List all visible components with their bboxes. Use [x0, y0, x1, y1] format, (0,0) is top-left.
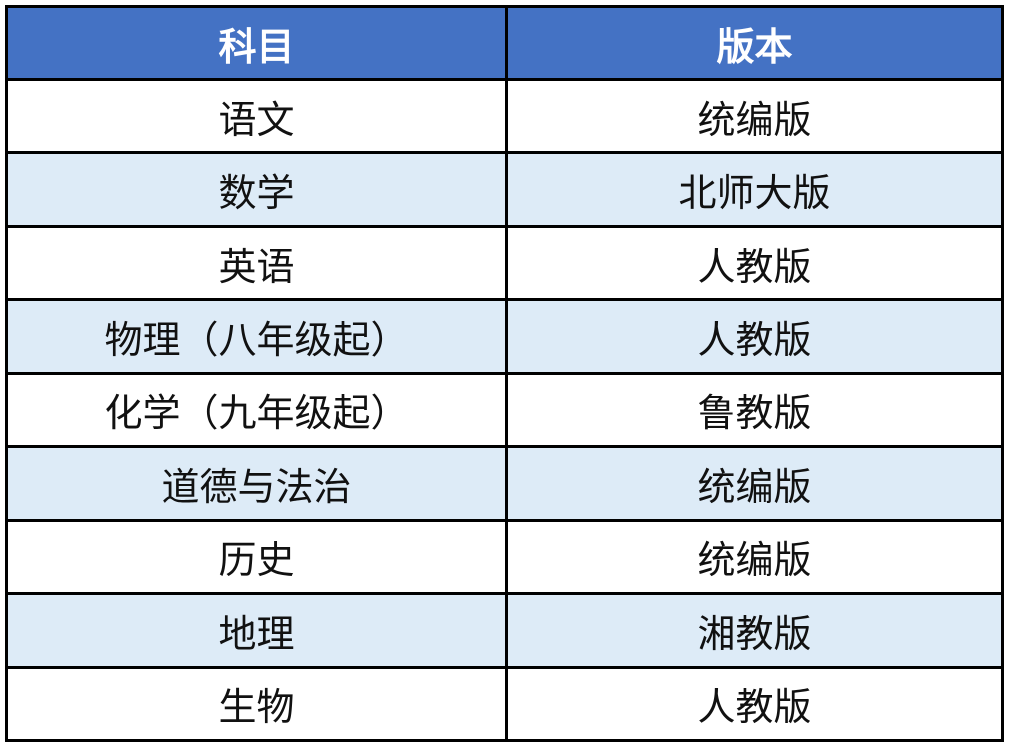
- header-row: 科目 版本: [5, 5, 1004, 81]
- textbook-version-table: 科目 版本 语文 统编版 数学 北师大版 英语 人教版 物理（八年级起） 人教版 化学（九年级起…: [5, 5, 1004, 742]
- table-row: 历史 统编版: [5, 518, 1004, 596]
- subject-cell: 化学（九年级起）: [5, 371, 508, 449]
- subject-cell: 道德与法治: [5, 445, 508, 522]
- version-cell: 统编版: [505, 445, 1004, 522]
- table-row: 化学（九年级起） 鲁教版: [5, 371, 1004, 449]
- subject-cell: 历史: [5, 518, 508, 596]
- table-row: 地理 湘教版: [5, 592, 1004, 669]
- version-cell: 统编版: [505, 518, 1004, 596]
- subject-cell: 语文: [5, 77, 508, 155]
- version-cell: 北师大版: [505, 151, 1004, 228]
- table-row: 物理（八年级起） 人教版: [5, 298, 1004, 375]
- subject-cell: 地理: [5, 592, 508, 669]
- version-cell: 人教版: [505, 665, 1004, 742]
- header-subject: 科目: [5, 5, 508, 81]
- version-cell: 鲁教版: [505, 371, 1004, 449]
- table-row: 生物 人教版: [5, 665, 1004, 742]
- version-cell: 人教版: [505, 298, 1004, 375]
- subject-cell: 英语: [5, 224, 508, 302]
- version-cell: 人教版: [505, 224, 1004, 302]
- version-cell: 统编版: [505, 77, 1004, 155]
- table-row: 数学 北师大版: [5, 151, 1004, 228]
- subject-cell: 物理（八年级起）: [5, 298, 508, 375]
- table-row: 语文 统编版: [5, 77, 1004, 155]
- subject-cell: 生物: [5, 665, 508, 742]
- table-row: 英语 人教版: [5, 224, 1004, 302]
- header-version: 版本: [505, 5, 1004, 81]
- subject-cell: 数学: [5, 151, 508, 228]
- version-cell: 湘教版: [505, 592, 1004, 669]
- table-row: 道德与法治 统编版: [5, 445, 1004, 522]
